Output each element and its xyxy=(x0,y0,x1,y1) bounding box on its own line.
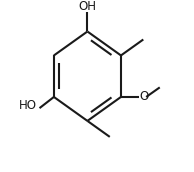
Text: O: O xyxy=(139,90,149,104)
Text: OH: OH xyxy=(78,0,96,13)
Text: HO: HO xyxy=(19,99,37,112)
